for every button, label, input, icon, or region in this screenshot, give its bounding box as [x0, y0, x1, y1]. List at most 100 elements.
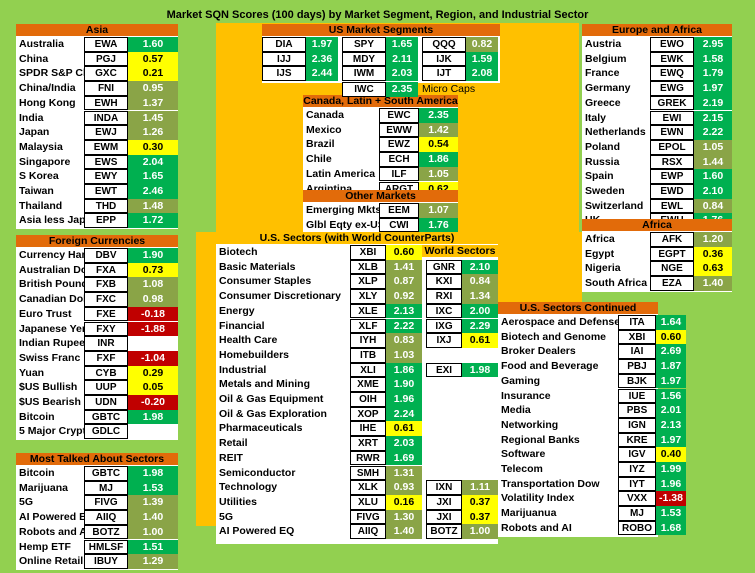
usc-row[interactable]: Networking IGN 2.13	[498, 417, 686, 433]
asia-row-value: 1.37	[128, 95, 178, 111]
ussec-row[interactable]: Retail XRT 2.03	[216, 436, 422, 451]
asia-row[interactable]: China/India FNI 0.95	[16, 81, 178, 96]
mt-row[interactable]: Robots and AI BOTZ 1.00	[16, 524, 178, 540]
ussec-row[interactable]: Metals and Mining XME 1.90	[216, 377, 422, 392]
ussec-row-ticker: XOP	[350, 406, 386, 422]
usc-row[interactable]: Broker Dealers IAI 2.69	[498, 344, 686, 360]
usc-row[interactable]: Transportation Dow IYT 1.96	[498, 476, 686, 492]
eu-row-ticker: EWQ	[650, 66, 694, 82]
eu-row[interactable]: France EWQ 1.79	[582, 66, 732, 82]
fx-row[interactable]: Japanese Yen FXY -1.88	[16, 321, 178, 337]
ussec-row[interactable]: Basic Materials XLB 1.41	[216, 259, 422, 275]
africa-row[interactable]: Nigeria NGE 0.63	[582, 261, 732, 277]
usc-row[interactable]: Software IGV 0.40	[498, 447, 686, 462]
canada-row[interactable]: Chile ECH 1.86	[303, 152, 458, 167]
canada-row[interactable]: Brazil EWZ 0.54	[303, 137, 458, 153]
other-row[interactable]: Glbl Eqty ex-US CWI 1.76	[303, 217, 458, 233]
fx-row[interactable]: 5 Major Cryptos GDLC	[16, 424, 178, 440]
eu-row[interactable]: Austria EWO 2.95	[582, 37, 732, 52]
fx-row[interactable]: Bitcoin GBTC 1.98	[16, 409, 178, 425]
mt-row[interactable]: Marijuana MJ 1.53	[16, 480, 178, 496]
ussec-row[interactable]: Semiconductor SMH 1.31	[216, 465, 422, 481]
ussec-row[interactable]: Consumer Discretionary XLY 0.92	[216, 289, 422, 304]
africa-row[interactable]: Africa AFK 1.20	[582, 232, 732, 247]
usc-row[interactable]: Media PBS 2.01	[498, 403, 686, 418]
eu-row[interactable]: Switzerland EWL 0.84	[582, 198, 732, 214]
eu-row[interactable]: Germany EWG 1.97	[582, 81, 732, 96]
eu-row-value: 1.05	[694, 139, 732, 155]
canada-row[interactable]: Mexico EWW 1.42	[303, 122, 458, 138]
usc-row[interactable]: Aerospace and Defense ITA 1.64	[498, 315, 686, 330]
ussec-row[interactable]: Energy XLE 2.13	[216, 303, 422, 319]
usc-header: U.S. Sectors Continued	[498, 302, 658, 314]
fx-row[interactable]: $US Bullish UUP 0.05	[16, 380, 178, 395]
africa-row[interactable]: South Africa EZA 1.40	[582, 276, 732, 291]
eu-row-name: France	[585, 67, 620, 80]
usm-value: 2.36	[306, 51, 338, 67]
asia-row[interactable]: Taiwan EWT 2.46	[16, 184, 178, 199]
usc-row[interactable]: Gaming BJK 1.97	[498, 373, 686, 389]
fx-row[interactable]: British Pound FXB 1.08	[16, 277, 178, 293]
ussec-row[interactable]: Financial XLF 2.22	[216, 318, 422, 334]
fx-row[interactable]: Indian Rupee INR	[16, 336, 178, 351]
ussec-row[interactable]: 5G FIVG 1.30	[216, 509, 422, 525]
asia-row[interactable]: Japan EWJ 1.26	[16, 125, 178, 140]
fx-row[interactable]: Euro Trust FXE -0.18	[16, 306, 178, 322]
asia-row[interactable]: Asia less Japan EPP 1.72	[16, 213, 178, 229]
mt-row[interactable]: Hemp ETF HMLSF 1.51	[16, 539, 178, 555]
fx-row[interactable]: $US Bearish UDN -0.20	[16, 395, 178, 410]
eu-row[interactable]: Russia RSX 1.44	[582, 154, 732, 170]
eu-row[interactable]: Spain EWP 1.60	[582, 169, 732, 184]
mt-row[interactable]: Bitcoin GBTC 1.98	[16, 466, 178, 481]
asia-row[interactable]: Australia EWA 1.60	[16, 37, 178, 52]
fx-row[interactable]: Australian Dollar FXA 0.73	[16, 262, 178, 278]
ussec-row[interactable]: Pharmaceuticals IHE 0.61	[216, 421, 422, 437]
ussec-row[interactable]: Oil & Gas Equipment OIH 1.96	[216, 392, 422, 407]
asia-row[interactable]: China PGJ 0.57	[16, 51, 178, 67]
ussec-row[interactable]: Oil & Gas Exploration XOP 2.24	[216, 406, 422, 422]
eu-row[interactable]: Sweden EWD 2.10	[582, 184, 732, 199]
africa-row[interactable]: Egypt EGPT 0.36	[582, 246, 732, 262]
mt-row[interactable]: 5G FIVG 1.39	[16, 495, 178, 511]
eu-row[interactable]: Italy EWI 2.15	[582, 110, 732, 126]
canada-row-ticker: EWC	[379, 108, 419, 123]
eu-row[interactable]: Greece GREK 2.19	[582, 95, 732, 111]
asia-row[interactable]: Thailand THD 1.48	[16, 198, 178, 214]
usc-row[interactable]: Regional Banks KRE 1.97	[498, 432, 686, 448]
ussec-row[interactable]: REIT RWR 1.69	[216, 450, 422, 466]
asia-row[interactable]: Malaysia EWM 0.30	[16, 139, 178, 155]
fx-row[interactable]: Canadian Dollar FXC 0.98	[16, 292, 178, 307]
ussec-row[interactable]: Homebuilders ITB 1.03	[216, 347, 422, 363]
ussec-row[interactable]: Health Care IYH 0.83	[216, 333, 422, 348]
eu-row[interactable]: Poland EPOL 1.05	[582, 139, 732, 155]
usc-row[interactable]: Robots and AI ROBO 1.68	[498, 520, 686, 536]
asia-row[interactable]: Singapore EWS 2.04	[16, 154, 178, 170]
mt-row[interactable]: AI Powered EQ AIIQ 1.40	[16, 510, 178, 525]
usc-row[interactable]: Food and Beverage PBJ 1.87	[498, 359, 686, 374]
eu-row[interactable]: Netherlands EWN 2.22	[582, 125, 732, 140]
ussec-row[interactable]: AI Powered EQ AIIQ 1.40	[216, 524, 422, 539]
fx-row[interactable]: Swiss Franc FXF -1.04	[16, 350, 178, 366]
ussec-row[interactable]: Biotech XBI 0.60	[216, 245, 422, 260]
usc-row[interactable]: Volatility Index VXX -1.38	[498, 491, 686, 507]
ussec-row[interactable]: Utilities XLU 0.16	[216, 494, 422, 510]
usc-row[interactable]: Marijuanua MJ 1.53	[498, 506, 686, 521]
ussec-row[interactable]: Technology XLK 0.93	[216, 480, 422, 495]
eu-row[interactable]: Belgium EWK 1.58	[582, 51, 732, 67]
mt-row[interactable]: Online Retail IBUY 1.29	[16, 554, 178, 569]
fx-row[interactable]: Yuan CYB 0.29	[16, 365, 178, 381]
asia-row[interactable]: India INDA 1.45	[16, 110, 178, 126]
ussec-row[interactable]: Industrial XLI 1.86	[216, 362, 422, 378]
asia-row[interactable]: SPDR S&P China GXC 0.21	[16, 66, 178, 82]
fx-row[interactable]: Currency Harvest DBV 1.90	[16, 248, 178, 263]
canada-row[interactable]: Latin America ILF 1.05	[303, 166, 458, 182]
canada-row[interactable]: Canada EWC 2.35	[303, 108, 458, 123]
other-row[interactable]: Emerging Mkts EEM 1.07	[303, 203, 458, 218]
usc-row[interactable]: Insurance IUE 1.56	[498, 388, 686, 404]
asia-row[interactable]: S Korea EWY 1.65	[16, 169, 178, 184]
eu-row-name: Greece	[585, 96, 621, 109]
asia-row[interactable]: Hong Kong EWH 1.37	[16, 95, 178, 111]
ussec-row[interactable]: Consumer Staples XLP 0.87	[216, 274, 422, 290]
usc-row[interactable]: Biotech and Genome XBI 0.60	[498, 329, 686, 345]
usc-row[interactable]: Telecom IYZ 1.99	[498, 462, 686, 477]
